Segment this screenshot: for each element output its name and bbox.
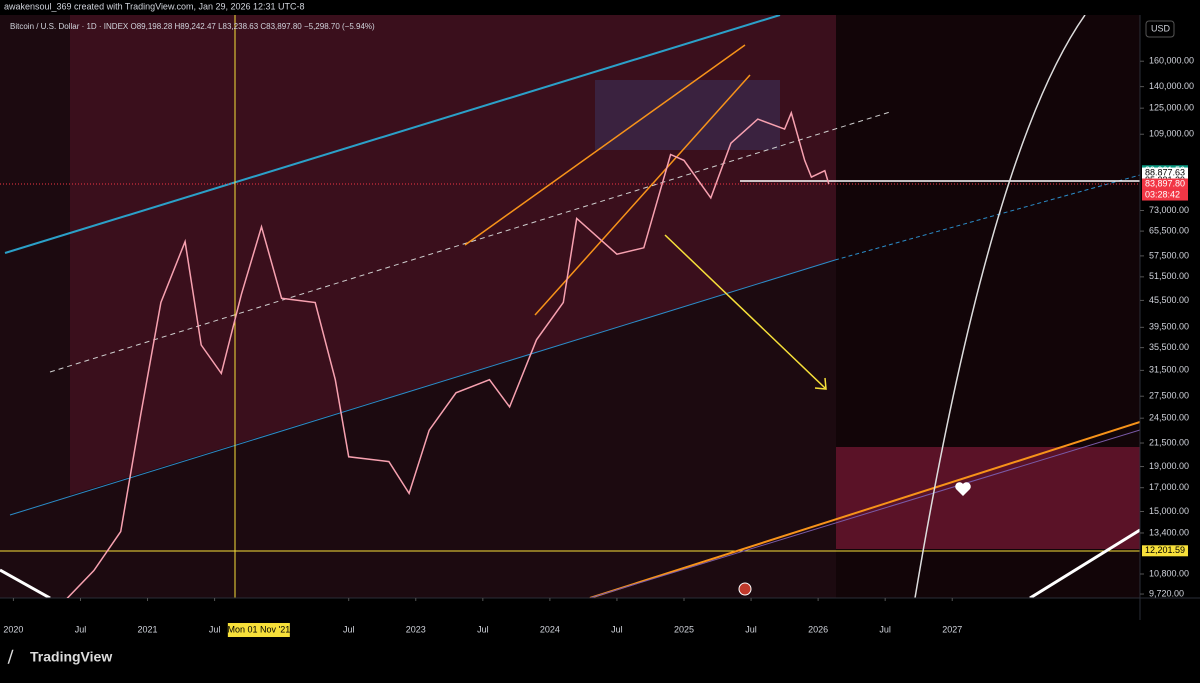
arrow (664, 234, 826, 389)
time-label: Jul (209, 624, 221, 634)
price-label: 45,500.00 (1149, 295, 1189, 305)
event-icon (738, 582, 752, 596)
wedge-line (534, 74, 751, 316)
time-label: 2026 (808, 624, 828, 634)
channel-ext (834, 174, 1140, 261)
channel-bottom (9, 259, 836, 516)
arc (914, 15, 1086, 598)
credit: awakensoul_369 created with TradingView.… (4, 1, 305, 11)
countdown-badge (1142, 189, 1188, 201)
price-label: 9,720.00 (1149, 588, 1184, 598)
time-label: 2025 (674, 624, 694, 634)
price-label: 109,000.00 (1149, 129, 1194, 139)
currency: USD (1151, 23, 1171, 33)
target-box (836, 447, 1140, 549)
logo-mark: ⧸ (7, 649, 14, 666)
time-label: 2021 (138, 624, 158, 634)
price-badge (1142, 545, 1188, 557)
time-label: 2023 (406, 624, 426, 634)
time-label: 2027 (942, 624, 962, 634)
trend-line (589, 429, 1140, 598)
mid-line (49, 111, 891, 373)
price-label: 15,000.00 (1149, 506, 1189, 516)
price-label: 31,500.00 (1149, 365, 1189, 375)
time-label: Jul (745, 624, 757, 634)
price-label: 51,500.00 (1149, 271, 1189, 281)
price-series (66, 110, 830, 598)
price-badge-label: 12,201.59 (1145, 545, 1185, 555)
time-label: Jul (477, 624, 489, 634)
price-label: 21,500.00 (1149, 437, 1189, 447)
price-label: 57,500.00 (1149, 250, 1189, 260)
price-badge (1142, 178, 1188, 190)
price-label: 17,000.00 (1149, 482, 1189, 492)
countdown: 03:28:42 (1145, 189, 1180, 199)
crosshair-label: Mon 01 Nov '21 (227, 624, 290, 634)
channel-top (4, 15, 781, 254)
time-label: 2024 (540, 624, 560, 634)
crosshair-badge (227, 623, 290, 637)
heart-icon (955, 482, 971, 496)
price-label: 73,000.00 (1149, 205, 1189, 215)
price-line (66, 110, 830, 598)
price-label: 125,000.00 (1149, 103, 1194, 113)
brand: TradingView (30, 649, 112, 665)
price-label: 140,000.00 (1149, 81, 1194, 91)
price-label: 19,000.00 (1149, 461, 1189, 471)
price-label: 39,500.00 (1149, 322, 1189, 332)
time-label: Jul (343, 624, 355, 634)
time-label: 2020 (3, 624, 23, 634)
price-label: 65,500.00 (1149, 225, 1189, 235)
price-label: 10,800.00 (1149, 568, 1189, 578)
price-label: 24,500.00 (1149, 413, 1189, 423)
curve (0, 568, 51, 598)
price-badge-label: 88,877.63 (1145, 167, 1185, 177)
time-label: Jul (879, 624, 891, 634)
time-label: Jul (611, 624, 623, 634)
price-label: 13,400.00 (1149, 527, 1189, 537)
wedge-line (464, 44, 746, 246)
currency-button[interactable] (1145, 20, 1175, 38)
price-badge-label: 83,897.80 (1145, 178, 1185, 188)
curve (1029, 528, 1140, 598)
drawings (0, 15, 1140, 598)
symbol-legend: Bitcoin / U.S. Dollar · 1D · INDEX O89,1… (10, 22, 375, 31)
trend-line (589, 421, 1140, 598)
price-label: 35,500.00 (1149, 342, 1189, 352)
price-label: 27,500.00 (1149, 391, 1189, 401)
arrow-head (814, 377, 827, 390)
price-label: 160,000.00 (1149, 56, 1194, 66)
box (595, 80, 780, 150)
time-label: Jul (75, 624, 87, 634)
price-badge (1142, 167, 1188, 179)
